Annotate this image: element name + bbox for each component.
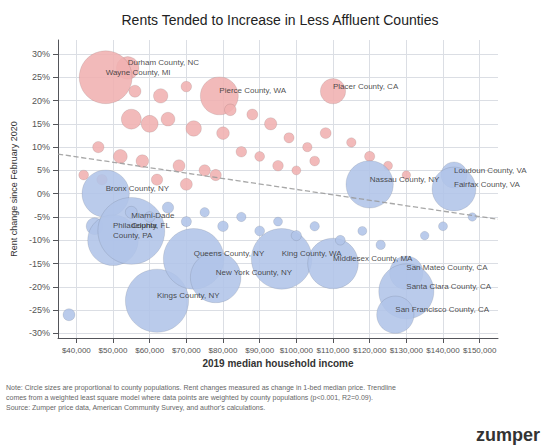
svg-text:-10%: -10% [29,235,50,245]
svg-text:30%: 30% [32,49,50,59]
svg-text:-20%: -20% [29,282,50,292]
svg-text:New York County, NY: New York County, NY [216,268,293,277]
svg-text:County, PA: County, PA [113,231,153,240]
svg-text:$150,000: $150,000 [463,346,497,355]
svg-text:comes from a weighted least sq: comes from a weighted least square model… [6,394,373,402]
svg-text:Durham County, NC: Durham County, NC [128,58,200,67]
svg-text:2019 median household income: 2019 median household income [202,358,354,369]
svg-text:Source: Zumper price data, Ame: Source: Zumper price data, American Comm… [6,404,265,412]
svg-text:$100,000: $100,000 [280,346,314,355]
svg-text:Nassau County, NY: Nassau County, NY [370,175,440,184]
svg-text:Kings County, NY: Kings County, NY [157,291,220,300]
svg-text:10%: 10% [32,142,50,152]
svg-text:$40,000: $40,000 [62,346,91,355]
svg-text:King County, WA: King County, WA [281,249,342,259]
svg-text:Loudoun County, VA: Loudoun County, VA [454,166,527,175]
svg-text:25%: 25% [32,72,50,82]
svg-text:Queens County, NY: Queens County, NY [194,249,265,258]
svg-text:$50,000: $50,000 [99,346,128,355]
svg-text:$110,000: $110,000 [317,346,350,355]
svg-text:$130,000: $130,000 [390,346,424,355]
svg-text:$70,000: $70,000 [172,346,201,355]
svg-text:San Francisco County, CA: San Francisco County, CA [395,305,489,314]
svg-text:$80,000: $80,000 [209,346,238,355]
svg-text:$60,000: $60,000 [135,346,164,355]
svg-text:Middlesex County, MA: Middlesex County, MA [333,254,413,263]
svg-text:zumper: zumper [476,425,540,445]
svg-text:Rents Tended to Increase in Le: Rents Tended to Increase in Less Affluen… [121,12,438,28]
svg-text:$90,000: $90,000 [245,346,274,355]
svg-text:Pierce County, WA: Pierce County, WA [219,86,286,95]
svg-text:-5%: -5% [34,212,50,222]
svg-text:-15%: -15% [29,259,50,269]
svg-text:20%: 20% [32,96,50,106]
svg-text:$120,000: $120,000 [353,346,387,355]
svg-text:-30%: -30% [29,328,50,338]
svg-text:Miami-Dade: Miami-Dade [131,211,175,220]
svg-text:San Mateo County, CA: San Mateo County, CA [406,263,488,272]
svg-text:Rent change since February 202: Rent change since February 2020 [9,121,19,257]
svg-text:0%: 0% [37,189,50,199]
svg-text:County, FL: County, FL [131,221,170,230]
svg-text:Note: Circle sizes are proport: Note: Circle sizes are proportional to c… [6,384,396,392]
svg-text:Placer County, CA: Placer County, CA [333,82,399,91]
svg-text:-25%: -25% [29,305,50,315]
svg-text:Fairfax County, VA: Fairfax County, VA [454,180,521,189]
svg-text:Wayne County, MI: Wayne County, MI [106,68,171,77]
svg-text:Bronx County, NY: Bronx County, NY [106,184,170,193]
svg-text:$140,000: $140,000 [426,346,460,355]
svg-text:Santa Clara County, CA: Santa Clara County, CA [406,282,491,291]
svg-text:15%: 15% [32,119,50,129]
svg-text:5%: 5% [37,165,50,175]
